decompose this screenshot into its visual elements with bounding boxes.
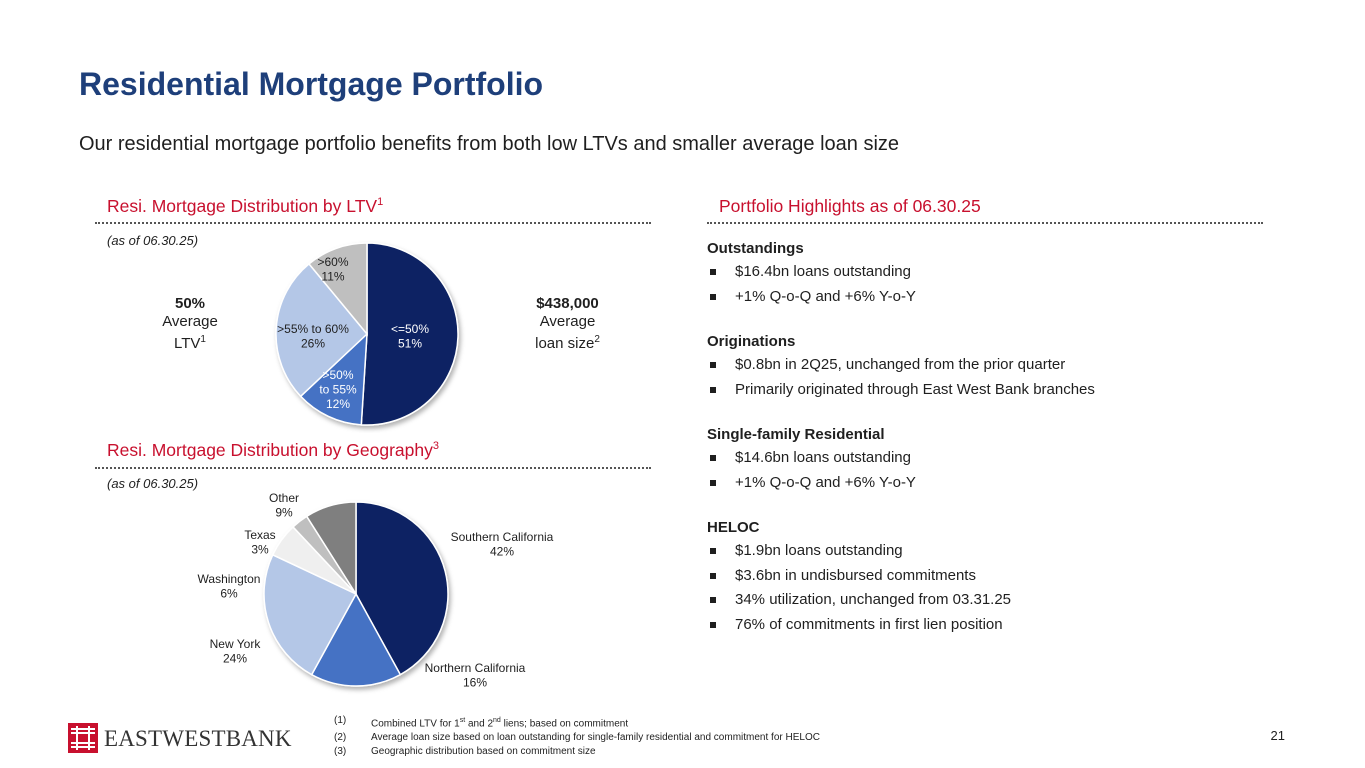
highlight-group-title: Outstandings xyxy=(707,240,804,257)
geo-section-heading: Resi. Mortgage Distribution by Geography… xyxy=(107,440,439,460)
highlight-item: 34% utilization, unchanged from 03.31.25 xyxy=(707,588,1307,613)
highlights-heading: Portfolio Highlights as of 06.30.25 xyxy=(719,196,981,216)
footnote: (1) Combined LTV for 1st and 2nd liens; … xyxy=(334,715,629,730)
ltv-slice-4 xyxy=(307,242,368,337)
highlights-divider xyxy=(707,222,1263,224)
ltv-label-2: >50% to 55% 12% xyxy=(319,368,357,411)
highlight-group-title: HELOC xyxy=(707,519,760,536)
highlight-item: $3.6bn in undisbursed commitments xyxy=(707,564,1307,589)
average-ltv-value: 50% xyxy=(174,295,206,312)
ltv-slice-3 xyxy=(275,262,369,398)
average-ltv-callout: 50% Average LTV1 xyxy=(150,295,230,353)
ltv-label-3: >55% to 60% 26% xyxy=(277,322,349,351)
geo-slice-1 xyxy=(355,501,449,676)
ltv-label-1: <=50% 51% xyxy=(391,322,429,351)
bullet-icon xyxy=(710,548,716,554)
highlight-group-title: Originations xyxy=(707,333,796,350)
page-subtitle: Our residential mortgage portfolio benef… xyxy=(79,133,900,155)
geo-as-of: (as of 06.30.25) xyxy=(107,476,199,491)
geo-label-3: New York 24% xyxy=(210,637,262,666)
ltv-slice-1 xyxy=(360,242,459,426)
highlight-item: Primarily originated through East West B… xyxy=(707,378,1307,403)
ltv-divider xyxy=(95,222,651,224)
highlight-item: $14.6bn loans outstanding xyxy=(707,446,1307,471)
footnote: (2) Average loan size based on loan outs… xyxy=(334,732,820,744)
bullet-icon xyxy=(710,269,716,275)
bullet-icon xyxy=(710,621,716,628)
portfolio-highlights: Outstandings $16.4bn loans outstanding +… xyxy=(707,238,1307,659)
bullet-icon xyxy=(710,362,716,368)
highlight-item: +1% Q-o-Q and +6% Y-o-Y xyxy=(707,471,1307,496)
bank-logo-icon xyxy=(68,723,98,753)
highlight-item: 76% of commitments in first lien positio… xyxy=(707,613,1307,638)
highlight-group-outstandings: Outstandings $16.4bn loans outstanding +… xyxy=(707,238,1307,309)
highlight-item: $16.4bn loans outstanding xyxy=(707,260,1307,285)
ltv-pie-chart: <=50% 51% >50% to 55% 12% >55% to 60% 26% >60% 1… xyxy=(275,242,459,426)
bullet-icon xyxy=(710,479,716,486)
geo-label-1: Southern California 42% xyxy=(451,530,554,559)
highlight-group-originations: Originations $0.8bn in 2Q25, unchanged f… xyxy=(707,331,1307,402)
ltv-section-heading: Resi. Mortgage Distribution by LTV1 xyxy=(107,196,384,216)
ltv-slice-2 xyxy=(299,332,368,426)
ltv-label-4: >60% 11% xyxy=(317,255,348,284)
bullet-icon xyxy=(710,455,716,461)
highlight-group-title: Single-family Residential xyxy=(707,426,885,443)
geo-divider xyxy=(95,467,651,469)
geo-slice-2 xyxy=(310,592,402,687)
geo-slice-3 xyxy=(263,553,358,676)
page-title: Residential Mortgage Portfolio xyxy=(79,66,544,102)
average-loan-size-value: $438,000 xyxy=(536,295,599,312)
page-number: 21 xyxy=(1270,728,1285,743)
footnote: (3) Geographic distribution based on com… xyxy=(334,746,596,758)
geo-label-2: Northern California 16% xyxy=(425,661,526,690)
geo-slice-6 xyxy=(305,501,357,597)
geo-label-5: Texas 3% xyxy=(244,528,275,557)
ltv-as-of: (as of 06.30.25) xyxy=(107,233,199,248)
bullet-icon xyxy=(710,572,716,579)
highlight-item: $1.9bn loans outstanding xyxy=(707,539,1307,564)
average-loan-size-callout: $438,000 Average loan size2 xyxy=(520,295,615,353)
bullet-icon xyxy=(710,293,716,300)
bullet-icon xyxy=(710,597,716,603)
highlight-group-heloc: HELOC $1.9bn loans outstanding $3.6bn in… xyxy=(707,517,1307,637)
highlight-group-single-family: Single-family Residential $14.6bn loans … xyxy=(707,424,1307,495)
highlight-item: +1% Q-o-Q and +6% Y-o-Y xyxy=(707,285,1307,310)
east-west-bank-logo: EASTWESTBANK xyxy=(68,723,308,757)
geo-label-4: Washington 6% xyxy=(198,572,261,601)
geo-pie-chart: Southern California 42% Northern Californi… xyxy=(198,491,554,690)
footnotes: (1) Combined LTV for 1st and 2nd liens; … xyxy=(334,714,820,759)
geo-label-6: Other 9% xyxy=(269,491,299,520)
logo-wordmark: EASTWESTBANK xyxy=(104,726,292,751)
highlight-item: $0.8bn in 2Q25, unchanged from the prior… xyxy=(707,353,1307,378)
bullet-icon xyxy=(710,386,716,393)
